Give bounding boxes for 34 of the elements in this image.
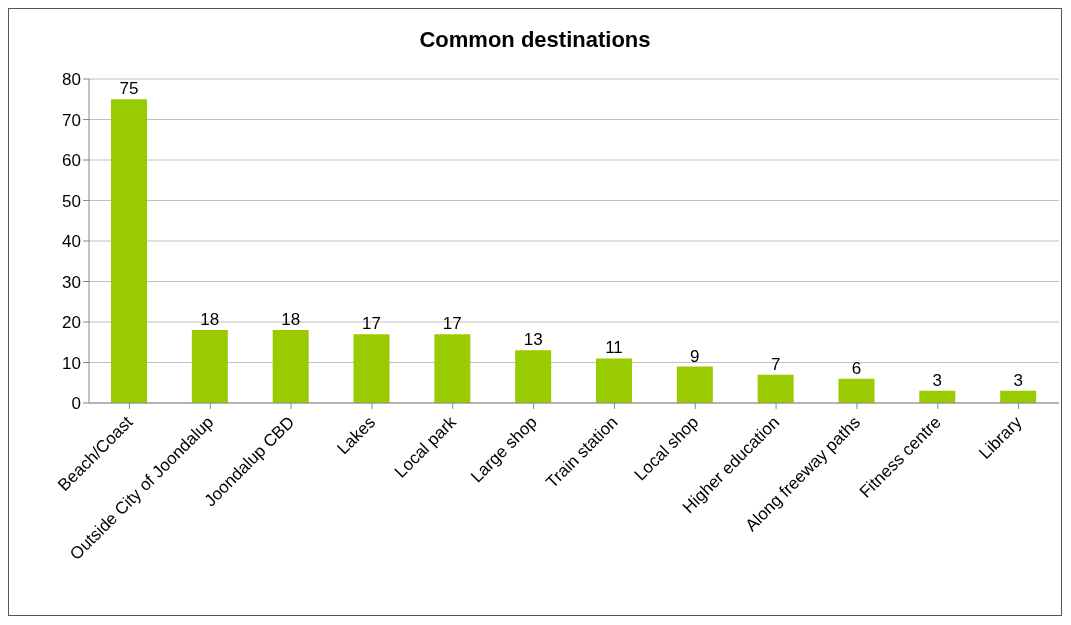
bar [919, 390, 956, 403]
bar [434, 334, 471, 403]
data-label: 17 [442, 314, 462, 334]
y-tick-label: 50 [62, 191, 81, 211]
chart-title: Common destinations [418, 27, 652, 53]
y-tick-label: 10 [62, 353, 81, 373]
bar [1000, 390, 1037, 403]
bar [111, 99, 147, 403]
bar [757, 374, 794, 403]
y-tick-label: 40 [62, 232, 81, 252]
y-tick-label: 20 [62, 313, 81, 333]
data-label: 6 [851, 358, 862, 378]
data-label: 13 [523, 330, 543, 350]
data-label: 75 [119, 79, 139, 99]
data-label: 17 [362, 314, 381, 334]
y-tick-label: 80 [62, 70, 81, 90]
y-tick-label: 30 [62, 272, 81, 292]
bar [353, 334, 390, 403]
data-label: 18 [281, 310, 301, 330]
data-label: 3 [932, 370, 943, 390]
data-label: 18 [200, 310, 220, 330]
data-label: 3 [1013, 370, 1023, 390]
bar [272, 330, 309, 403]
data-label: 7 [770, 354, 781, 374]
y-tick-label: 70 [62, 110, 81, 130]
data-label: 9 [690, 346, 700, 366]
y-tick-label: 0 [71, 394, 81, 414]
data-label: 11 [605, 338, 623, 358]
bar [838, 378, 875, 403]
bar [191, 330, 228, 403]
y-tick-label: 60 [62, 151, 81, 171]
bar [515, 350, 552, 403]
bar [596, 358, 632, 403]
bar [676, 366, 713, 403]
